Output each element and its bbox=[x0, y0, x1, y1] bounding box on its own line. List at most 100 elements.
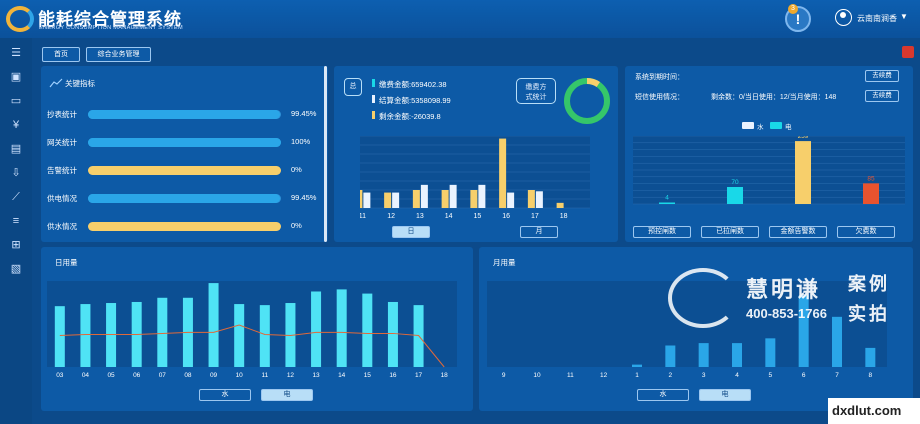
document-icon[interactable]: ≡ bbox=[12, 215, 20, 227]
renew-button[interactable]: 去续费 bbox=[865, 70, 899, 82]
tab-month[interactable]: 月 bbox=[520, 226, 558, 238]
sidebar: ☰ ▣ ▭ ¥ ▤ ⇩ ⟋ ≡ ⊞ ▧ bbox=[0, 38, 32, 424]
tab-water[interactable]: 水 bbox=[199, 389, 251, 401]
kpi-percent: 99.45% bbox=[291, 193, 317, 202]
tab-home[interactable]: 首页 bbox=[42, 47, 80, 62]
finance-panel: 总 缴费金额:659402.38 结算金额:5358098.99 剩余金额:-2… bbox=[334, 66, 618, 242]
kpi-percent: 0% bbox=[291, 165, 302, 174]
kpi-bar-fill bbox=[88, 138, 281, 147]
finance-chart: 11 12 13 14 15 16 17 18 bbox=[360, 136, 590, 220]
picture-icon[interactable]: ▧ bbox=[10, 263, 22, 275]
x-tick-label: 18 bbox=[560, 213, 568, 220]
x-tick-label: 09 bbox=[210, 372, 218, 379]
top-header: 能耗综合管理系统 ENERGY CONSUMPTION MANAGEMENT S… bbox=[0, 0, 920, 38]
x-tick-label: 16 bbox=[502, 213, 510, 220]
kpi-label: 供电情况 bbox=[47, 194, 77, 203]
watermark-case1: 案例 bbox=[848, 274, 890, 294]
stat-button[interactable]: 已拉闸数 bbox=[701, 226, 759, 238]
bar-paid bbox=[499, 138, 507, 208]
kpi-bar-fill bbox=[88, 110, 280, 119]
x-tick-label: 12 bbox=[387, 213, 395, 220]
tab-water[interactable]: 水 bbox=[637, 389, 689, 401]
bar-usage bbox=[362, 293, 373, 367]
tab-power[interactable]: 电 bbox=[699, 389, 751, 401]
bar-usage bbox=[632, 364, 642, 367]
watermark-phone: 400-853-1766 bbox=[746, 306, 827, 321]
bar-settle bbox=[363, 192, 371, 208]
trend-line bbox=[59, 324, 445, 368]
image-icon[interactable]: ▣ bbox=[10, 71, 22, 83]
avatar[interactable] bbox=[835, 9, 852, 26]
remaining-amount: 剩余金额:-26039.8 bbox=[379, 112, 441, 121]
alert-icon[interactable]: ! bbox=[785, 6, 811, 32]
bar-usage bbox=[157, 297, 168, 367]
legend-swatch-water bbox=[742, 122, 754, 129]
pay-method-button[interactable]: 缴费方 式统计 bbox=[516, 78, 556, 104]
close-icon[interactable] bbox=[902, 46, 914, 58]
legend-swatch bbox=[372, 79, 375, 87]
tab-business[interactable]: 综合业务管理 bbox=[86, 47, 151, 62]
bar-usage bbox=[665, 345, 676, 367]
renew-button-2[interactable]: 去续费 bbox=[865, 90, 899, 102]
bar-usage bbox=[798, 295, 809, 367]
trend-icon bbox=[49, 78, 63, 88]
bar-usage bbox=[732, 343, 742, 367]
scrollbar[interactable] bbox=[324, 66, 327, 242]
x-tick-label: 04 bbox=[82, 372, 90, 379]
bar-usage bbox=[80, 304, 91, 367]
chevron-down-icon[interactable]: ▼ bbox=[900, 12, 908, 21]
bar-usage bbox=[208, 283, 219, 367]
stat-button[interactable]: 欠费数 bbox=[837, 226, 895, 238]
bar-usage bbox=[336, 289, 347, 367]
x-tick-label: 17 bbox=[531, 213, 539, 220]
kpi-bar-fill bbox=[88, 194, 280, 203]
kpi-label: 供水情况 bbox=[47, 222, 77, 231]
bar-paid bbox=[384, 192, 392, 208]
x-tick-label: 10 bbox=[533, 372, 541, 379]
data-label: 259 bbox=[798, 136, 809, 140]
x-tick-label: 9 bbox=[502, 372, 506, 379]
download-icon[interactable]: ⇩ bbox=[11, 167, 21, 179]
tab-power[interactable]: 电 bbox=[261, 389, 313, 401]
x-tick-label: 14 bbox=[338, 372, 346, 379]
bar-paid bbox=[441, 190, 449, 208]
kpi-label: 网关统计 bbox=[47, 138, 77, 147]
tab-day[interactable]: 日 bbox=[392, 226, 430, 238]
x-tick-label: 11 bbox=[360, 213, 366, 220]
chart-icon[interactable]: ⟋ bbox=[12, 191, 20, 203]
legend-swatch bbox=[372, 95, 375, 103]
x-tick-label: 06 bbox=[133, 372, 141, 379]
grid-icon[interactable]: ⊞ bbox=[11, 239, 21, 251]
watermark-site: dxdlut.com bbox=[832, 403, 902, 418]
x-tick-label: 11 bbox=[567, 372, 574, 379]
bar-paid bbox=[360, 190, 363, 208]
alert-count-badge: 3 bbox=[788, 4, 798, 14]
alarm-bar bbox=[659, 202, 675, 204]
kpi-panel: 关键指标 抄表统计 99.45% 网关统计 100% 告警统计 0% 供电情况 99.45% 供… bbox=[41, 66, 328, 242]
data-label: 70 bbox=[731, 179, 739, 186]
stat-button[interactable]: 金额告警数 bbox=[769, 226, 827, 238]
x-tick-label: 17 bbox=[415, 372, 423, 379]
menu-icon[interactable]: ☰ bbox=[11, 47, 21, 59]
x-tick-label: 03 bbox=[56, 372, 64, 379]
bar-usage bbox=[285, 303, 296, 367]
x-tick-label: 12 bbox=[287, 372, 295, 379]
x-tick-label: 14 bbox=[445, 213, 453, 220]
alarm-chart: 4 70 259 85 bbox=[633, 136, 905, 205]
kpi-percent: 0% bbox=[291, 221, 302, 230]
bar-settle bbox=[535, 191, 543, 208]
bar-usage bbox=[311, 291, 322, 367]
data-label: 85 bbox=[867, 175, 875, 182]
stat-button[interactable]: 预控闸数 bbox=[633, 226, 691, 238]
kpi-bar bbox=[88, 222, 281, 231]
watermark-brand: 慧明谦 bbox=[746, 277, 822, 302]
x-tick-label: 12 bbox=[600, 372, 608, 379]
pay-method-label-2: 式统计 bbox=[525, 94, 547, 101]
expire-label: 系统到期时间： bbox=[635, 74, 684, 81]
alarm-bar bbox=[863, 183, 879, 204]
user-name[interactable]: 云南南涧香 bbox=[857, 14, 897, 23]
bar-settle bbox=[507, 192, 515, 208]
monitor-icon[interactable]: ▤ bbox=[10, 143, 22, 155]
folder-icon[interactable]: ▭ bbox=[10, 95, 22, 107]
coin-icon[interactable]: ¥ bbox=[12, 119, 20, 131]
